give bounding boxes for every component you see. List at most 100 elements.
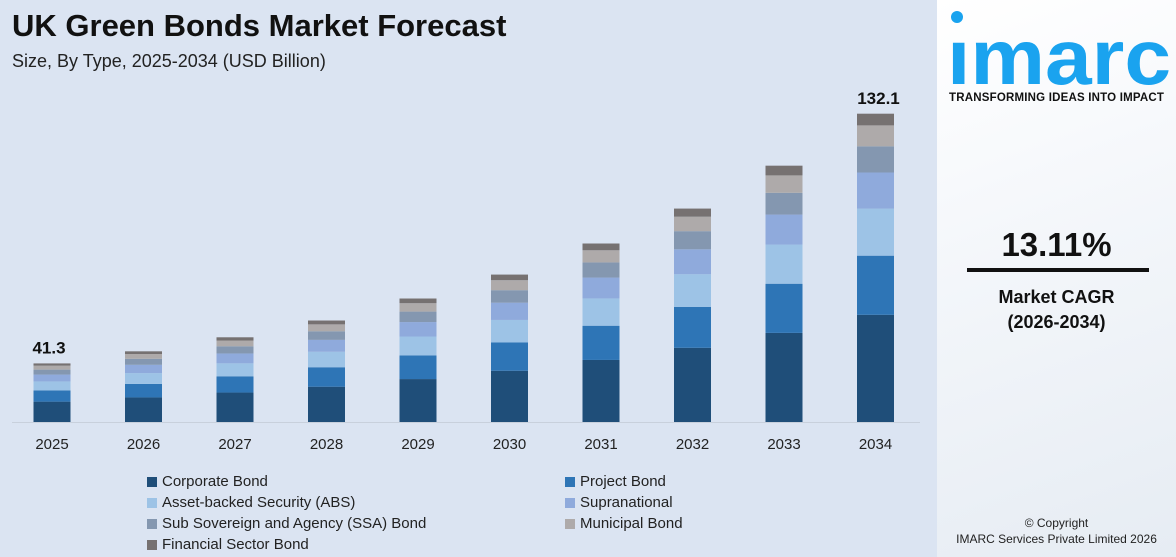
x-tick-label: 2026 — [127, 436, 160, 453]
bar-segment-2031-4 — [582, 262, 620, 278]
legend-label: Corporate Bond — [162, 473, 268, 490]
bar-segment-2025-0 — [33, 401, 71, 422]
legend-swatch — [147, 476, 157, 487]
imarc-logo: ımarc — [947, 11, 1171, 88]
bar-segment-2032-2 — [674, 274, 711, 307]
bar-segment-2028-4 — [308, 331, 345, 340]
legend-swatch — [565, 476, 575, 487]
bar-segment-2029-0 — [399, 379, 437, 422]
bar-segment-2032-4 — [674, 231, 711, 250]
legend-item: Supranational — [565, 494, 765, 511]
bar-segment-2025-1 — [33, 390, 71, 402]
bar-segment-2027-0 — [216, 392, 254, 422]
bar-segment-2028-6 — [308, 320, 345, 325]
bar-segment-2029-1 — [399, 355, 437, 380]
legend-item: Sub Sovereign and Agency (SSA) Bond — [147, 515, 565, 532]
chart-subtitle: Size, By Type, 2025-2034 (USD Billion) — [12, 51, 326, 71]
chart-title: UK Green Bonds Market Forecast — [12, 8, 507, 43]
legend-item: Municipal Bond — [565, 515, 765, 532]
legend-swatch — [565, 497, 575, 508]
bar-segment-2027-6 — [216, 337, 254, 341]
legend-label: Asset-backed Security (ABS) — [162, 494, 356, 511]
bar-segment-2031-0 — [582, 359, 620, 422]
bar-segment-2026-0 — [125, 397, 162, 422]
copyright-text: © Copyright — [1024, 516, 1089, 530]
bar-segment-2027-5 — [216, 340, 254, 347]
bar-segment-2025-5 — [33, 365, 71, 370]
bar-segment-2030-1 — [491, 342, 528, 371]
bar-segment-2032-3 — [674, 249, 711, 275]
bar-segment-2028-2 — [308, 351, 345, 368]
bar-segment-2031-5 — [582, 250, 620, 263]
bar-segment-2027-4 — [216, 346, 254, 354]
cagr-label: Market CAGR (2026-2034) — [937, 285, 1176, 335]
bar-segment-2033-4 — [765, 192, 803, 215]
bar-segment-2031-2 — [582, 298, 620, 326]
x-tick-label: 2028 — [310, 436, 343, 453]
legend-label: Sub Sovereign and Agency (SSA) Bond — [162, 515, 427, 532]
legend-swatch — [147, 539, 157, 550]
x-tick-label: 2034 — [859, 436, 892, 453]
x-tick-label: 2025 — [35, 436, 68, 453]
bar-segment-2025-4 — [33, 369, 71, 375]
x-tick-label: 2029 — [401, 436, 434, 453]
bar-segment-2026-2 — [125, 373, 162, 384]
bar-segment-2034-4 — [857, 146, 894, 173]
bar-segment-2032-6 — [674, 208, 711, 217]
tagline: TRANSFORMING IDEAS INTO IMPACT — [949, 92, 1165, 104]
bar-segment-2025-2 — [33, 381, 71, 391]
legend-label: Financial Sector Bond — [162, 536, 309, 553]
legend-swatch — [147, 518, 157, 529]
legend-item: Asset-backed Security (ABS) — [147, 494, 565, 511]
bar-segment-2034-0 — [857, 314, 894, 422]
bar-segment-2033-3 — [765, 214, 803, 245]
copyright: © Copyright IMARC Services Private Limit… — [937, 515, 1176, 547]
legend-label: Project Bond — [580, 473, 666, 490]
bar-segment-2026-6 — [125, 351, 162, 355]
bar-segment-2027-2 — [216, 363, 254, 377]
x-tick-label: 2030 — [493, 436, 526, 453]
bar-segment-2034-1 — [857, 255, 894, 315]
bar-segment-2027-3 — [216, 353, 254, 364]
bar-segment-2030-4 — [491, 290, 528, 303]
legend-item: Corporate Bond — [147, 473, 565, 490]
bar-segment-2030-6 — [491, 274, 528, 281]
cagr-label-text: Market CAGR — [998, 287, 1115, 307]
divider — [967, 268, 1149, 272]
bar-segment-2031-3 — [582, 277, 620, 299]
bar-segment-2032-1 — [674, 306, 711, 348]
company-name: IMARC Services Private Limited 2026 — [956, 532, 1157, 546]
bar-segment-2026-1 — [125, 383, 162, 398]
bar-segment-2028-3 — [308, 339, 345, 352]
bar-segment-2028-1 — [308, 367, 345, 387]
bar-segment-2032-5 — [674, 216, 711, 232]
x-tick-label: 2027 — [218, 436, 251, 453]
bar-segment-2030-5 — [491, 280, 528, 291]
bar-segment-2026-4 — [125, 358, 162, 365]
bar-segment-2026-5 — [125, 354, 162, 359]
bar-segment-2030-0 — [491, 370, 528, 422]
bar-segment-2028-5 — [308, 324, 345, 332]
bar-segment-2030-2 — [491, 319, 528, 343]
x-tick-label: 2031 — [584, 436, 617, 453]
bar-segment-2028-0 — [308, 386, 345, 422]
legend-label: Municipal Bond — [580, 515, 683, 532]
bar-segment-2033-5 — [765, 175, 803, 193]
bar-segment-2029-2 — [399, 336, 437, 356]
bar-segment-2026-3 — [125, 364, 162, 374]
bar-segment-2032-0 — [674, 347, 711, 422]
bar-segment-2034-3 — [857, 172, 894, 209]
bar-segment-2027-1 — [216, 376, 254, 393]
bar-segment-2034-6 — [857, 113, 894, 126]
legend: Corporate Bond Project Bond Asset-backed S… — [147, 473, 707, 553]
bar-segment-2030-3 — [491, 302, 528, 320]
bar-segment-2033-0 — [765, 332, 803, 422]
x-tick-label: 2033 — [767, 436, 800, 453]
bar-segment-2031-1 — [582, 325, 620, 360]
bar-segment-2034-5 — [857, 125, 894, 147]
bar-segment-2033-6 — [765, 165, 803, 176]
cagr-period: (2026-2034) — [1007, 312, 1106, 332]
brand-panel: ımarc TRANSFORMING IDEAS INTO IMPACT 13.… — [937, 0, 1176, 557]
cagr-value: 13.11% — [1001, 226, 1112, 263]
legend-swatch — [147, 497, 157, 508]
